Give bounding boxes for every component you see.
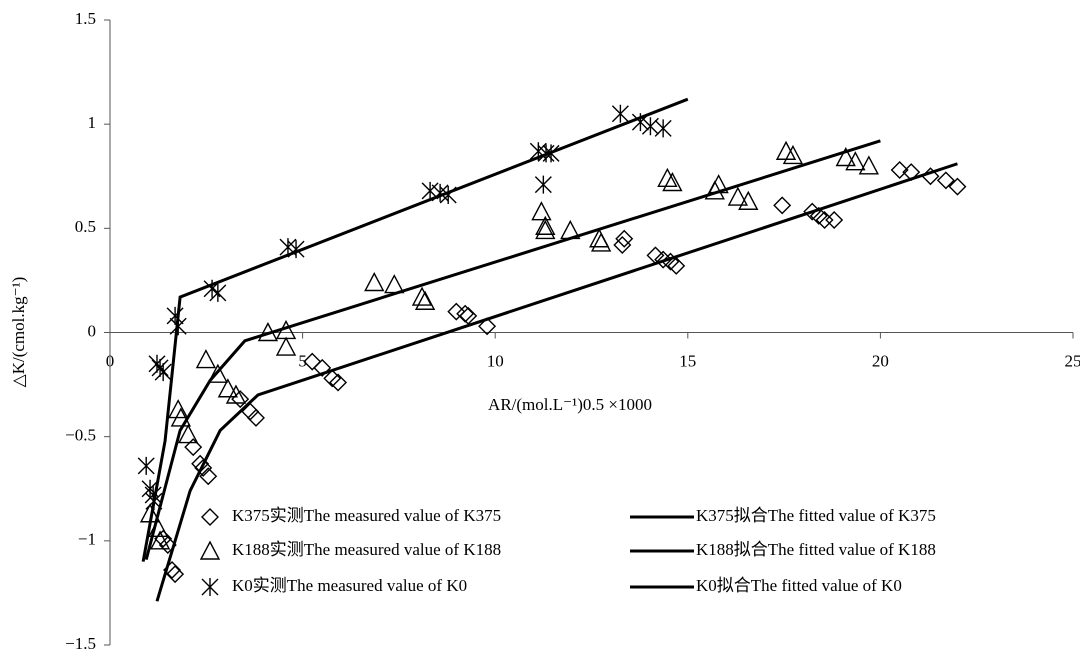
diamond-marker	[773, 196, 792, 215]
triangle-marker	[775, 140, 797, 160]
triangle-marker	[170, 407, 192, 427]
x-tick-label: 25	[1065, 351, 1080, 370]
triangle-marker	[207, 363, 229, 383]
legend-label: K375实测The measured value of K375	[232, 506, 501, 525]
y-tick-label: 1	[88, 113, 97, 132]
x-axis-label: AR/(mol.L⁻¹)0.5 ×1000	[488, 395, 652, 414]
y-tick-label: 0.5	[75, 217, 96, 236]
diamond-marker	[815, 211, 834, 229]
legend-marker	[201, 508, 219, 526]
triangle-marker	[835, 147, 856, 167]
x-tick-label: 20	[872, 351, 889, 370]
diamond-marker	[890, 161, 909, 179]
legend-label: K0实测The measured value of K0	[232, 576, 467, 595]
asterisk-marker	[534, 175, 552, 194]
legend-marker	[199, 540, 221, 560]
diamond-marker	[313, 358, 332, 377]
asterisk-marker	[166, 306, 184, 325]
x-tick-label: 5	[298, 351, 307, 370]
diamond-marker	[615, 229, 634, 248]
y-tick-label: −0.5	[65, 426, 96, 445]
triangle-marker	[845, 151, 866, 171]
diamond-marker	[329, 373, 348, 392]
asterisk-marker	[151, 358, 169, 377]
asterisk-marker	[137, 456, 155, 475]
triangle-marker	[149, 530, 171, 550]
diamond-marker	[166, 565, 185, 584]
triangle-marker	[364, 272, 385, 292]
diamond-marker	[194, 458, 213, 477]
y-tick-label: −1.5	[65, 634, 96, 653]
triangle-marker	[531, 201, 552, 221]
triangle-marker	[217, 378, 239, 398]
diamond-marker	[459, 306, 478, 325]
fit-line	[155, 162, 958, 602]
triangle-marker	[411, 286, 433, 306]
y-tick-label: 0	[88, 321, 97, 340]
diamond-marker	[456, 304, 475, 323]
asterisk-marker	[611, 104, 629, 123]
diamond-marker	[825, 211, 844, 229]
y-tick-label: 1.5	[75, 9, 96, 28]
triangle-marker	[590, 232, 612, 252]
triangle-marker	[168, 399, 189, 419]
triangle-marker	[384, 274, 405, 294]
x-tick-label: 0	[106, 351, 115, 370]
diamond-marker	[184, 438, 203, 457]
x-tick-label: 10	[487, 351, 504, 370]
triangle-marker	[782, 144, 804, 165]
triangle-marker	[858, 155, 880, 175]
asterisk-marker	[154, 363, 172, 382]
legend-label: K0拟合The fitted value of K0	[696, 576, 902, 595]
legend-label: K188拟合The fitted value of K188	[696, 540, 936, 559]
asterisk-marker	[209, 283, 227, 302]
asterisk-marker	[654, 119, 672, 138]
legend-label: K375拟合The fitted value of K375	[696, 506, 936, 525]
asterisk-marker	[148, 354, 166, 373]
triangle-marker	[662, 172, 683, 192]
triangle-marker	[535, 219, 556, 240]
diamond-marker	[654, 250, 673, 269]
diamond-marker	[303, 352, 322, 371]
x-tick-label: 15	[679, 351, 696, 370]
fit-line	[141, 97, 689, 562]
triangle-marker	[225, 384, 247, 404]
diamond-marker	[247, 408, 265, 427]
diamond-marker	[199, 467, 218, 486]
triangle-marker	[275, 336, 297, 356]
triangle-marker	[414, 290, 436, 310]
diamond-marker	[667, 256, 686, 275]
triangle-marker	[178, 424, 199, 444]
diamond-marker	[948, 177, 967, 196]
triangle-marker	[727, 186, 749, 206]
fit-line	[144, 139, 881, 560]
triangle-marker	[535, 215, 556, 235]
triangle-marker	[738, 190, 759, 210]
triangle-marker	[195, 349, 217, 369]
y-axis-label: △K/(cmol.kg⁻¹)	[9, 277, 28, 388]
legend-marker	[201, 578, 219, 596]
legend-label: K188实测The measured value of K188	[232, 540, 501, 559]
triangle-marker	[657, 167, 678, 188]
diamond-marker	[936, 171, 955, 190]
diamond-marker	[478, 317, 497, 336]
diamond-marker	[613, 236, 632, 254]
y-tick-label: −1	[78, 530, 96, 549]
